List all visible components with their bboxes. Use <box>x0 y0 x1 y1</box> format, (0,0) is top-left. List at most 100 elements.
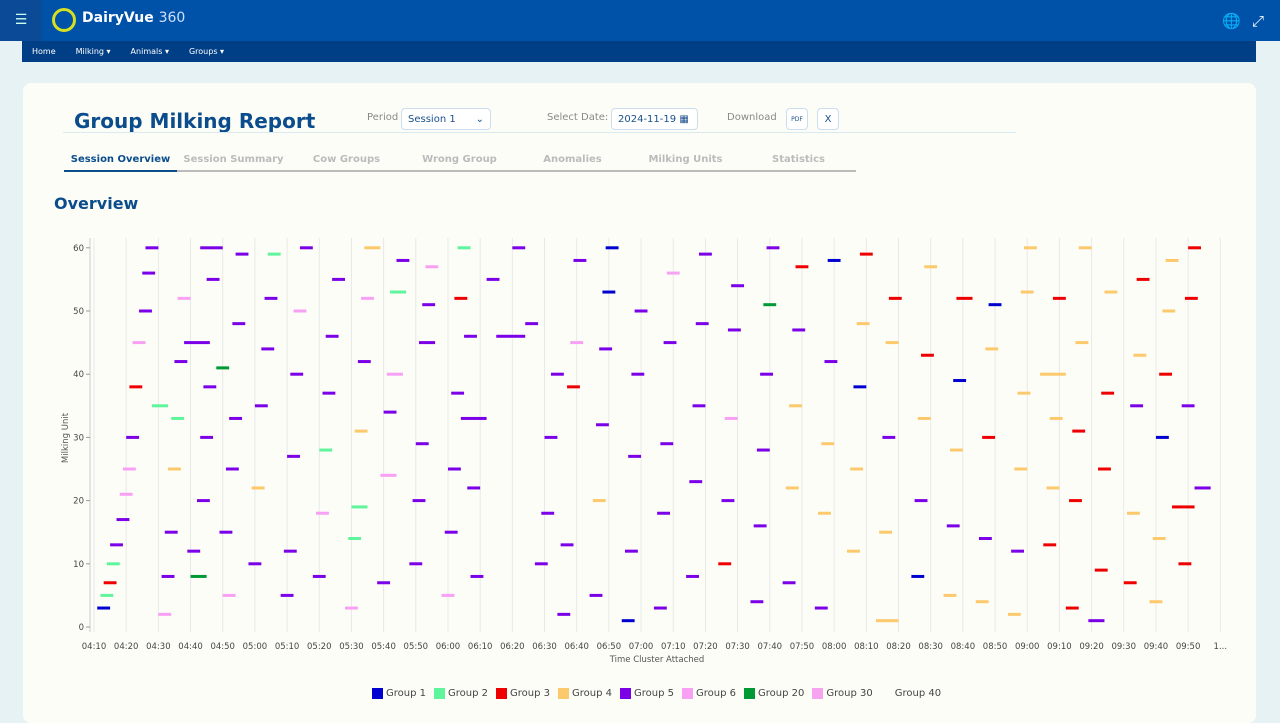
nav-groups[interactable]: Groups ▾ <box>188 47 225 56</box>
segment-group-4 <box>1075 341 1089 345</box>
segment-group-4 <box>875 619 899 623</box>
legend-label: Group 1 <box>386 688 426 699</box>
segment-group-4 <box>354 429 368 433</box>
segment-group-5 <box>206 277 220 281</box>
legend-label: Group 6 <box>696 688 736 699</box>
legend-label: Group 20 <box>758 688 805 699</box>
segment-group-5 <box>447 467 461 471</box>
segment-group-3 <box>1172 505 1195 509</box>
tab-session-overview[interactable]: Session Overview <box>64 154 177 172</box>
segment-group-3 <box>982 435 996 439</box>
app-brand[interactable]: DairyVue 360 <box>82 10 186 26</box>
legend-swatch <box>620 688 631 699</box>
segment-group-3 <box>1178 562 1192 566</box>
date-input[interactable]: 2024-11-19 ▦ <box>611 108 698 130</box>
excel-download-button[interactable]: X <box>817 108 839 130</box>
segment-group-2 <box>457 246 471 250</box>
segment-group-5 <box>280 593 294 597</box>
segment-group-5 <box>200 246 223 250</box>
segment-group-6 <box>386 372 403 376</box>
x-tick-label: 08:20 <box>886 642 911 652</box>
segment-group-3 <box>454 296 468 300</box>
segment-group-1 <box>988 303 1002 307</box>
tab-session-summary[interactable]: Session Summary <box>183 154 284 165</box>
legend-item[interactable]: Group 30 <box>812 688 873 699</box>
segment-group-5 <box>232 322 246 326</box>
nav-animals[interactable]: Animals ▾ <box>130 47 169 56</box>
segment-group-5 <box>225 467 239 471</box>
segment-group-5 <box>116 518 130 522</box>
segment-group-5 <box>1088 619 1105 623</box>
segment-group-5 <box>261 347 275 351</box>
segment-group-6 <box>119 492 133 496</box>
segment-group-3 <box>1159 372 1173 376</box>
segment-group-3 <box>1065 606 1079 610</box>
tab-milking-units[interactable]: Milking Units <box>648 154 723 165</box>
x-tick-label: 09:00 <box>1015 642 1040 652</box>
segment-group-2 <box>100 593 114 597</box>
x-tick-label: 04:40 <box>178 642 203 652</box>
legend-item[interactable]: Group 2 <box>434 688 488 699</box>
fullscreen-icon[interactable]: ⤢ <box>1252 12 1265 30</box>
segment-group-6 <box>345 606 358 610</box>
legend-item[interactable]: Group 3 <box>496 688 550 699</box>
tab-wrong-group[interactable]: Wrong Group <box>422 154 497 165</box>
segment-group-5 <box>422 303 436 307</box>
segment-group-4 <box>818 511 831 515</box>
segment-group-4 <box>856 322 870 326</box>
x-tick-label: 07:40 <box>758 642 783 652</box>
segment-group-2 <box>390 290 407 294</box>
segment-group-3 <box>567 385 580 389</box>
nav-milking[interactable]: Milking ▾ <box>75 47 111 56</box>
segment-group-5 <box>686 574 699 578</box>
segment-group-5 <box>161 574 175 578</box>
segment-group-4 <box>1133 353 1147 357</box>
legend-item[interactable]: Group 6 <box>682 688 736 699</box>
legend-item[interactable]: Group 20 <box>744 688 804 699</box>
segment-group-2 <box>348 537 362 541</box>
legend-item[interactable]: Group 5 <box>620 688 674 699</box>
segment-group-5 <box>756 448 770 452</box>
segment-group-4 <box>168 467 181 471</box>
nav-home[interactable]: Home <box>32 47 56 56</box>
segment-group-5 <box>660 442 674 446</box>
pdf-download-button[interactable]: PDF <box>786 108 808 130</box>
segment-group-5 <box>299 246 313 250</box>
segment-group-5 <box>1194 486 1211 490</box>
tab-statistics[interactable]: Statistics <box>772 154 825 165</box>
x-tick-label: 08:00 <box>822 642 847 652</box>
segment-group-1 <box>621 619 635 623</box>
segment-group-3 <box>921 353 934 357</box>
segment-group-20 <box>190 574 207 578</box>
segment-group-5 <box>200 435 214 439</box>
segment-group-3 <box>1136 277 1150 281</box>
segment-group-1 <box>911 574 925 578</box>
segment-group-4 <box>924 265 938 269</box>
x-tick-label: 07:10 <box>661 642 686 652</box>
segment-group-5 <box>254 404 268 408</box>
legend-swatch <box>812 688 824 699</box>
period-select[interactable]: Session 1 ⌄ <box>401 108 491 130</box>
y-tick-label: 40 <box>73 370 84 380</box>
y-tick-label: 10 <box>73 560 84 570</box>
segment-group-6 <box>380 473 397 477</box>
legend-item[interactable]: Group 4 <box>558 688 612 699</box>
segment-group-6 <box>122 467 136 471</box>
x-tick-label: 07:00 <box>629 642 654 652</box>
segment-group-4 <box>879 530 893 534</box>
legend-item[interactable]: Group 1 <box>372 688 426 699</box>
dairyvue-logo <box>52 8 76 32</box>
legend-item[interactable]: Group 40 <box>881 688 941 699</box>
segment-group-4 <box>917 416 931 420</box>
segment-group-4 <box>821 442 835 446</box>
segment-group-2 <box>319 448 333 452</box>
tab-anomalies[interactable]: Anomalies <box>543 154 602 165</box>
segment-group-3 <box>1098 467 1111 471</box>
segment-group-5 <box>525 322 539 326</box>
segment-group-5 <box>409 562 423 566</box>
segment-group-4 <box>1007 612 1021 616</box>
hamburger-menu-icon[interactable]: ☰ <box>0 0 42 41</box>
globe-icon[interactable]: 🌐 <box>1222 12 1241 30</box>
tab-cow-groups[interactable]: Cow Groups <box>312 154 381 165</box>
segment-group-5 <box>287 454 300 458</box>
